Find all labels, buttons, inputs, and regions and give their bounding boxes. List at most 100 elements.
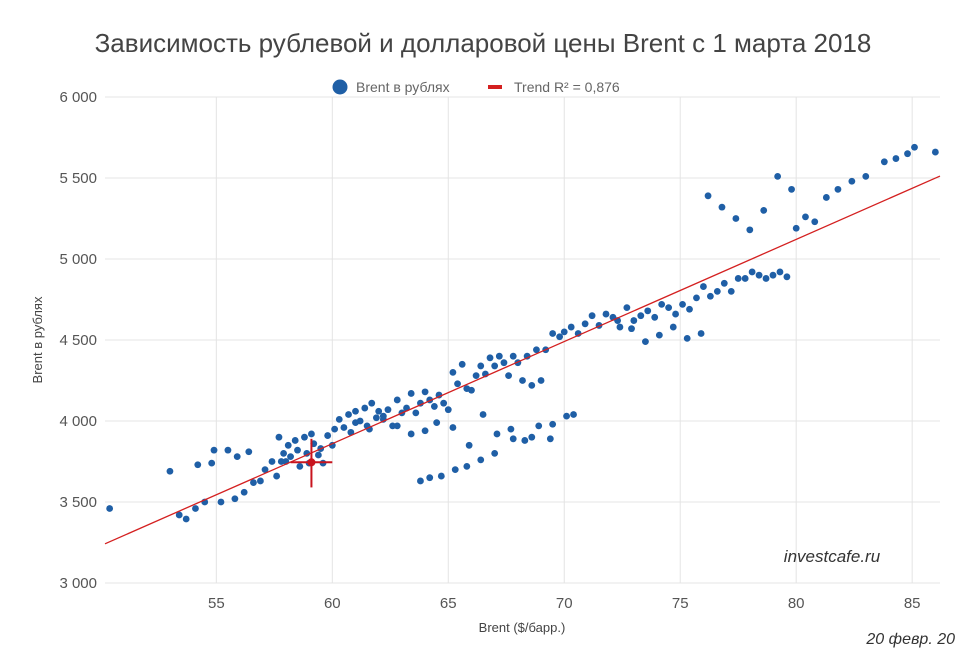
data-point <box>430 403 438 410</box>
data-point <box>509 352 517 360</box>
data-point <box>535 422 543 430</box>
data-point <box>421 427 429 435</box>
data-point <box>655 331 663 339</box>
data-point <box>911 143 918 151</box>
data-point <box>862 172 870 180</box>
data-point <box>463 462 471 470</box>
data-point <box>340 424 348 431</box>
data-point <box>783 273 791 281</box>
x-axis-ticks: 55 60 65 70 75 80 85 <box>208 595 921 612</box>
data-point <box>834 185 842 193</box>
data-point <box>741 275 749 282</box>
data-point <box>727 288 735 295</box>
data-point <box>465 441 473 449</box>
data-point <box>644 307 652 315</box>
data-point <box>686 305 693 313</box>
data-point <box>166 467 174 475</box>
data-point <box>372 414 380 422</box>
data-point <box>892 155 900 162</box>
data-point <box>175 511 183 519</box>
data-point <box>748 268 756 276</box>
data-point <box>194 461 202 469</box>
data-point <box>361 404 369 412</box>
y-tick-label: 3 000 <box>59 575 97 592</box>
data-point <box>257 477 264 485</box>
data-point <box>433 419 441 427</box>
data-point <box>776 268 784 276</box>
data-point <box>734 275 742 282</box>
data-point <box>284 441 292 449</box>
data-point <box>393 396 401 404</box>
data-point <box>412 409 420 417</box>
data-point <box>500 359 508 367</box>
data-point <box>718 203 726 211</box>
data-point <box>231 495 239 503</box>
data-point <box>240 488 248 496</box>
data-point <box>217 498 225 506</box>
data-point <box>628 325 635 333</box>
current-point-crosshair <box>290 438 333 488</box>
data-point <box>811 218 819 226</box>
data-point <box>273 472 281 480</box>
data-point <box>672 310 679 318</box>
legend-scatter-marker <box>332 79 348 95</box>
y-tick-label: 5 000 <box>59 251 97 268</box>
data-point <box>106 505 114 512</box>
data-point <box>537 377 545 384</box>
data-point <box>774 172 782 180</box>
data-point <box>486 354 494 362</box>
data-point <box>335 415 343 423</box>
data-point <box>623 304 631 311</box>
data-point <box>567 323 575 331</box>
data-point <box>384 406 392 414</box>
data-point <box>546 435 554 443</box>
data-point <box>616 323 624 331</box>
data-point <box>294 446 301 454</box>
x-tick-label: 75 <box>672 595 689 612</box>
current-point <box>307 458 316 467</box>
trend-line <box>104 175 941 545</box>
data-point <box>822 194 830 201</box>
data-point <box>792 224 800 232</box>
data-point <box>308 430 315 438</box>
y-tick-label: 5 500 <box>59 170 97 187</box>
y-axis-label: Brent в рублях <box>30 296 45 383</box>
data-point <box>505 372 512 380</box>
x-tick-label: 70 <box>556 595 573 612</box>
watermark: investcafe.ru <box>784 547 881 566</box>
data-point <box>788 185 795 193</box>
data-point <box>521 437 529 444</box>
data-point <box>296 462 304 470</box>
data-point <box>700 283 707 290</box>
data-point <box>755 271 763 279</box>
data-point <box>642 338 649 346</box>
date-stamp: 20 февр. 20 <box>865 631 955 648</box>
legend[interactable]: Brent в рублях Trend R² = 0,876 <box>332 79 620 95</box>
data-point <box>421 388 429 396</box>
x-tick-label: 85 <box>904 595 921 612</box>
y-tick-label: 3 500 <box>59 494 97 511</box>
data-point <box>379 412 387 420</box>
data-point <box>762 275 770 282</box>
data-point <box>549 420 557 428</box>
data-point <box>931 148 939 156</box>
data-point <box>268 458 276 465</box>
data-point <box>679 300 686 308</box>
data-point <box>233 453 241 461</box>
data-point <box>560 328 568 336</box>
data-point <box>192 505 199 512</box>
data-point <box>769 271 777 279</box>
data-point <box>210 446 218 454</box>
data-point <box>720 279 728 287</box>
data-point <box>352 407 359 415</box>
data-point <box>732 215 740 222</box>
trend-line-segment <box>104 175 941 545</box>
data-point <box>528 433 536 441</box>
data-point <box>417 399 424 407</box>
data-point <box>417 477 424 485</box>
data-point <box>683 334 691 342</box>
data-point <box>697 330 705 337</box>
data-point <box>468 386 475 394</box>
